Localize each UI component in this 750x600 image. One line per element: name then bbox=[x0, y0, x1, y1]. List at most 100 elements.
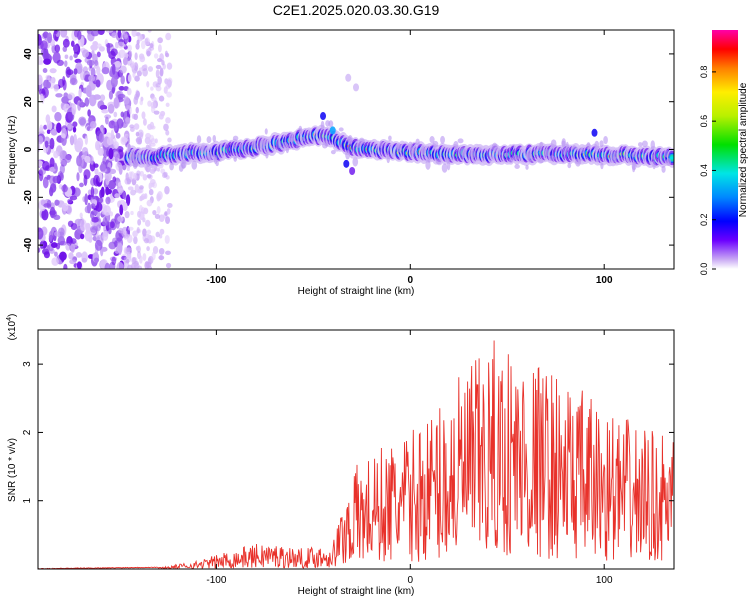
noise-blob bbox=[43, 203, 52, 208]
noise-blob bbox=[107, 103, 115, 114]
noise-blob bbox=[125, 172, 129, 181]
noise-blob bbox=[92, 188, 99, 195]
noise-blob bbox=[165, 32, 172, 41]
y-tick-label: 20 bbox=[23, 96, 34, 108]
scatter-blob bbox=[599, 140, 604, 148]
noise-blob bbox=[70, 40, 75, 47]
noise-blob bbox=[161, 59, 165, 66]
scatter-blob bbox=[565, 141, 569, 151]
scatter-blob bbox=[345, 149, 351, 160]
snr-xlabel: Height of straight line (km) bbox=[298, 586, 415, 597]
noise-blob bbox=[61, 96, 69, 104]
noise-blob bbox=[54, 44, 61, 53]
noise-blob bbox=[142, 253, 147, 261]
scatter-blob bbox=[586, 142, 591, 150]
noise-blob bbox=[155, 231, 160, 238]
noise-blob bbox=[117, 182, 122, 187]
noise-blob bbox=[49, 137, 55, 150]
noise-blob bbox=[130, 210, 134, 216]
noise-blob bbox=[69, 259, 77, 265]
scatter-blob bbox=[421, 145, 426, 156]
scatter-blob bbox=[300, 136, 305, 142]
noise-blob bbox=[115, 132, 121, 139]
noise-blob bbox=[71, 103, 77, 116]
noise-blob bbox=[158, 113, 164, 120]
noise-blob bbox=[86, 59, 95, 66]
noise-blob bbox=[130, 61, 136, 70]
noise-blob bbox=[53, 150, 59, 159]
noise-blob bbox=[105, 116, 109, 125]
scatter-blob bbox=[664, 149, 669, 158]
noise-blob bbox=[123, 260, 130, 269]
noise-blob bbox=[158, 255, 165, 261]
noise-blob bbox=[142, 228, 147, 237]
noise-blob bbox=[69, 77, 78, 86]
noise-blob bbox=[113, 97, 120, 109]
noise-blob bbox=[150, 86, 154, 91]
noise-blob bbox=[50, 209, 58, 218]
scatter-blob bbox=[132, 160, 138, 170]
outlier-blob bbox=[320, 112, 327, 121]
noise-blob bbox=[140, 96, 144, 102]
noise-blob bbox=[137, 188, 142, 194]
scatter-blob bbox=[196, 135, 202, 144]
noise-blob bbox=[128, 50, 133, 58]
colorbar-tick-label: 0.6 bbox=[699, 115, 709, 128]
scatter-blob bbox=[396, 144, 403, 153]
noise-blob bbox=[67, 123, 72, 130]
noise-blob bbox=[84, 155, 91, 163]
noise-blob bbox=[38, 127, 44, 133]
noise-blob bbox=[131, 30, 137, 37]
noise-blob bbox=[126, 57, 133, 66]
noise-blob bbox=[53, 162, 58, 170]
noise-blob bbox=[124, 133, 129, 139]
noise-blob bbox=[50, 183, 57, 193]
scatter-blob bbox=[441, 163, 448, 173]
noise-blob bbox=[107, 179, 116, 190]
noise-blob bbox=[118, 227, 124, 234]
scatter-blob bbox=[232, 135, 239, 141]
noise-blob bbox=[165, 102, 170, 107]
snr-series-line bbox=[38, 340, 674, 569]
outlier-blob bbox=[349, 167, 356, 176]
spectrogram-axes: -100 0 100 -40 -20 0 20 40 bbox=[23, 30, 674, 286]
noise-blob bbox=[124, 210, 130, 219]
noise-blob bbox=[108, 147, 114, 160]
scatter-blob bbox=[631, 152, 636, 158]
noise-blob bbox=[89, 120, 97, 129]
noise-blob bbox=[117, 215, 124, 223]
scatter-blob bbox=[239, 144, 243, 151]
noise-blob bbox=[165, 250, 171, 256]
noise-blob bbox=[64, 54, 69, 59]
noise-blob bbox=[149, 235, 156, 243]
outlier-blob bbox=[353, 83, 359, 92]
scatter-blob bbox=[543, 148, 550, 157]
noise-blob bbox=[155, 69, 160, 79]
noise-blob bbox=[59, 240, 67, 246]
noise-blob bbox=[134, 52, 138, 60]
noise-blob bbox=[38, 56, 43, 66]
noise-blob bbox=[114, 60, 122, 68]
noise-blob bbox=[165, 117, 171, 124]
scatter-blob bbox=[233, 156, 237, 162]
scatter-blob bbox=[497, 149, 502, 156]
noise-blob bbox=[136, 170, 141, 176]
noise-blob bbox=[84, 135, 88, 145]
noise-blob bbox=[79, 182, 84, 188]
noise-blob bbox=[127, 186, 134, 191]
scatter-blob bbox=[637, 142, 643, 147]
scatter-blob bbox=[415, 138, 420, 146]
noise-blob bbox=[126, 234, 133, 244]
noise-blob bbox=[76, 172, 80, 182]
noise-blob bbox=[51, 105, 57, 113]
noise-blob bbox=[117, 93, 126, 99]
noise-blob bbox=[135, 246, 140, 251]
noise-blob bbox=[51, 76, 56, 83]
scatter-blob bbox=[298, 125, 303, 134]
scatter-blob bbox=[508, 157, 514, 164]
noise-blob bbox=[104, 262, 111, 269]
noise-blob bbox=[55, 242, 61, 250]
noise-blob bbox=[61, 202, 69, 212]
noise-blob bbox=[146, 50, 151, 57]
noise-blob bbox=[54, 251, 58, 257]
